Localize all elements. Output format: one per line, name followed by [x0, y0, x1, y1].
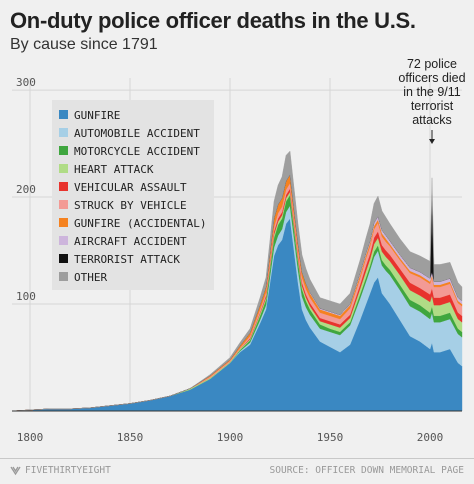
footer-brand: FIVETHIRTYEIGHT: [10, 465, 111, 476]
legend-swatch-automobile-accident: [59, 128, 68, 137]
legend-label-automobile-accident: AUTOMOBILE ACCIDENT: [74, 127, 200, 140]
legend-swatch-other: [59, 272, 68, 281]
source-note: SOURCE: OFFICER DOWN MEMORIAL PAGE: [269, 465, 464, 476]
annotation-arrow-head: [429, 139, 435, 144]
y-tick-label: 300: [16, 76, 36, 89]
footer: FIVETHIRTYEIGHT SOURCE: OFFICER DOWN MEM…: [0, 458, 474, 484]
legend-swatch-vehicular-assault: [59, 182, 68, 191]
annotation-line: 72 police: [407, 57, 457, 71]
legend-label-heart-attack: HEART ATTACK: [74, 163, 154, 176]
legend-swatch-gunfire-accidental: [59, 218, 68, 227]
legend: GUNFIRE AUTOMOBILE ACCIDENT MOTORCYCLE ACC…: [52, 100, 214, 290]
y-tick-label: 100: [16, 290, 36, 303]
annotation-line: in the 9/11: [403, 85, 461, 99]
axis-ticks: 100 200 300 1800 1850 1900 1950 2000: [16, 76, 443, 444]
chart-subtitle: By cause since 1791: [10, 36, 158, 53]
fivethirtyeight-logo-icon: [10, 466, 21, 476]
legend-swatch-gunfire: [59, 110, 68, 119]
legend-box: [52, 100, 214, 290]
x-tick-label: 1850: [117, 431, 144, 444]
stacked-area-chart: 100 200 300 1800 1850 1900 1950 2000 GUNFIRE AUT…: [11, 57, 466, 444]
legend-label-gunfire: GUNFIRE: [74, 109, 120, 122]
chart-title: On-duty police officer deaths in the U.S…: [10, 8, 416, 33]
x-tick-label: 1800: [17, 431, 44, 444]
legend-label-vehicular-assault: VEHICULAR ASSAULT: [74, 181, 187, 194]
legend-swatch-heart-attack: [59, 164, 68, 173]
legend-swatch-aircraft-accident: [59, 236, 68, 245]
legend-label-other: OTHER: [74, 271, 107, 284]
legend-swatch-motorcycle-accident: [59, 146, 68, 155]
area-other: [11, 150, 463, 412]
legend-label-struck-by-vehicle: STRUCK BY VEHICLE: [74, 199, 187, 212]
x-tick-label: 2000: [417, 431, 444, 444]
legend-label-terrorist-attack: TERRORIST ATTACK: [74, 253, 180, 266]
legend-swatch-struck-by-vehicle: [59, 200, 68, 209]
annotation-line: terrorist: [411, 99, 454, 113]
x-tick-label: 1900: [217, 431, 244, 444]
annotation-line: attacks: [412, 113, 452, 127]
x-tick-label: 1950: [317, 431, 344, 444]
legend-label-motorcycle-accident: MOTORCYCLE ACCIDENT: [74, 145, 200, 158]
annotation-line: officers died: [398, 71, 465, 85]
legend-swatch-terrorist-attack: [59, 254, 68, 263]
y-tick-label: 200: [16, 183, 36, 196]
area-series: [11, 150, 463, 412]
legend-label-aircraft-accident: AIRCRAFT ACCIDENT: [74, 235, 187, 248]
legend-label-gunfire-accidental: GUNFIRE (ACCIDENTAL): [74, 217, 206, 230]
brand-label: FIVETHIRTYEIGHT: [25, 465, 111, 476]
